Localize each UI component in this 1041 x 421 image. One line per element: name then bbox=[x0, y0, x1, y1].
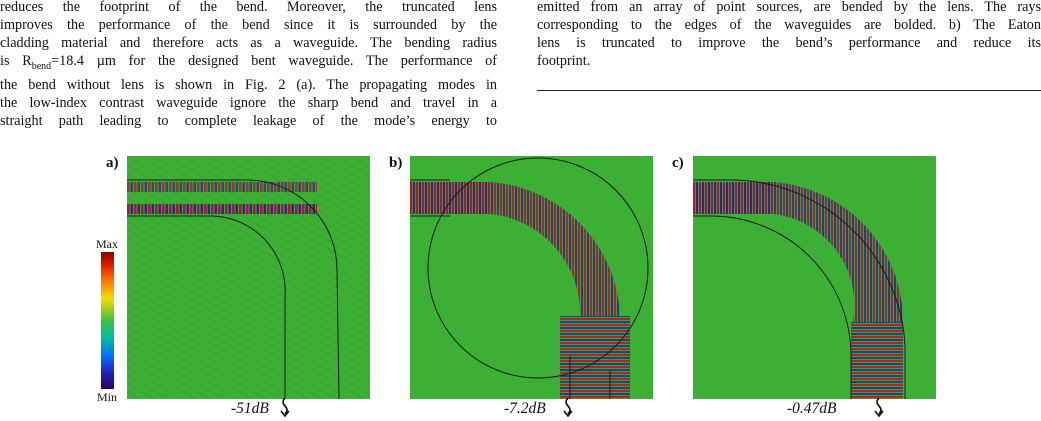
caption-line: lens is truncated to improve the bend’s … bbox=[537, 35, 1041, 51]
colorbar-min-label: Min bbox=[97, 390, 118, 404]
panel-b-wavy-arrow-icon bbox=[563, 397, 573, 417]
text-line: improves the performance of the bend sin… bbox=[0, 17, 497, 33]
text-line: the low-index contrast waveguide ignore … bbox=[0, 94, 497, 111]
text-line: cladding material and therefore acts as … bbox=[0, 35, 497, 51]
panel-b-loss-label: -7.2dB bbox=[504, 400, 546, 417]
panel-c-field-map bbox=[693, 156, 936, 399]
colorbar-max-label: Max bbox=[96, 237, 118, 251]
text-line-radius: is Rbend=18.4 µm for the designed bent w… bbox=[0, 52, 497, 76]
figure-caption: emitted from an array of point sources, … bbox=[537, 0, 1041, 70]
panel-a-label: a) bbox=[106, 155, 119, 171]
caption-rule bbox=[537, 90, 1041, 91]
panel-a-field-map bbox=[127, 156, 370, 399]
panel-c-label: c) bbox=[672, 155, 684, 171]
radius-prefix: is R bbox=[0, 53, 32, 69]
panel-c-wavy-arrow-icon bbox=[874, 397, 884, 417]
panel-c-loss-label: -0.47dB bbox=[787, 400, 837, 417]
panel-a-loss-label: -51dB bbox=[231, 400, 269, 417]
panel-b-field-map bbox=[410, 156, 653, 399]
caption-line: emitted from an array of point sources, … bbox=[537, 0, 1041, 15]
colorbar-gradient bbox=[101, 252, 114, 389]
colorbar: Max Min bbox=[92, 237, 122, 404]
text-line: the bend without lens is shown in Fig. 2… bbox=[0, 76, 497, 93]
text-line: straight path leading to complete leakag… bbox=[0, 112, 497, 129]
radius-suffix: =18.4 µm for the designed bent waveguide… bbox=[51, 53, 497, 69]
panel-a-wavy-arrow-icon bbox=[280, 397, 290, 417]
caption-line: corresponding to the edges of the wavegu… bbox=[537, 17, 1041, 33]
panel-b-label: b) bbox=[389, 155, 403, 171]
caption-line: footprint. bbox=[537, 53, 591, 69]
text-line: reduces the footprint of the bend. Moreo… bbox=[0, 0, 497, 15]
left-column-text: reduces the footprint of the bend. Moreo… bbox=[0, 0, 497, 130]
radius-subscript: bend bbox=[31, 60, 52, 72]
